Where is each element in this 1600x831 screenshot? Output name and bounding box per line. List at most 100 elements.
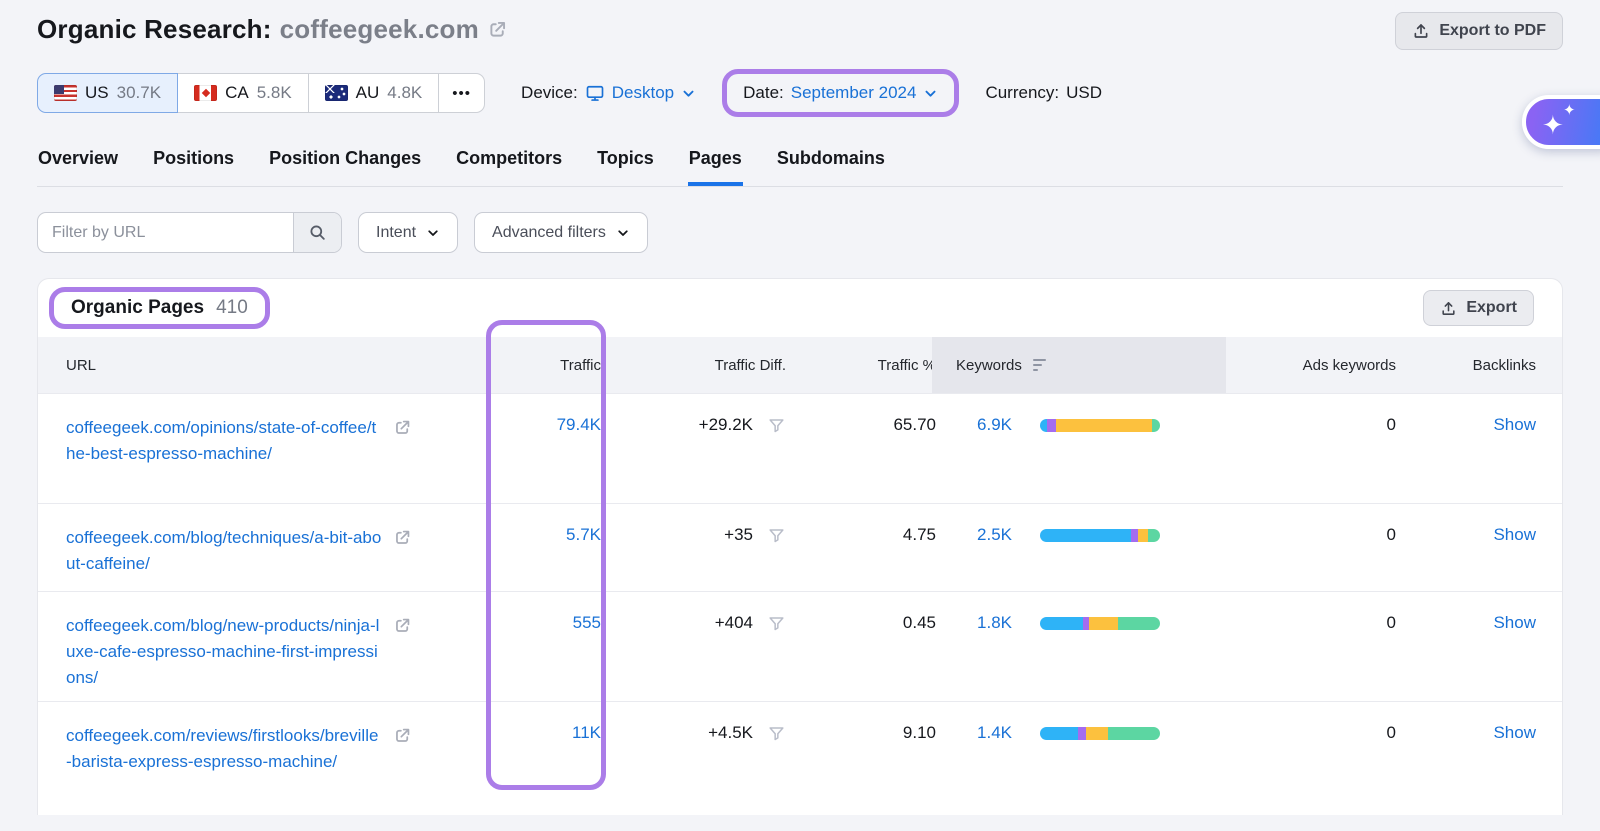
intent-distribution-bar[interactable]	[1040, 727, 1160, 740]
backlinks-show-link[interactable]: Show	[1493, 613, 1536, 632]
country-code: US	[85, 83, 109, 102]
upload-icon	[1440, 300, 1457, 317]
filter-funnel-icon[interactable]	[767, 416, 786, 435]
intent-segment-transactional	[1151, 419, 1160, 432]
column-header-traffic-diff[interactable]: Traffic Diff.	[714, 356, 786, 374]
export-to-pdf-label: Export to PDF	[1439, 22, 1546, 39]
traffic-diff-value: +29.2K	[698, 415, 753, 434]
url-filter-input[interactable]	[38, 213, 293, 252]
filter-funnel-icon[interactable]	[767, 614, 786, 633]
chevron-down-icon	[681, 86, 696, 101]
intent-distribution-bar[interactable]	[1040, 529, 1160, 542]
keywords-count[interactable]: 1.4K	[977, 723, 1012, 742]
traffic-pct-value: 0.45	[902, 613, 936, 632]
intent-distribution-bar[interactable]	[1040, 617, 1160, 630]
intent-segment-transactional	[1117, 617, 1160, 630]
filter-funnel-icon[interactable]	[767, 526, 786, 545]
intent-segment-informational	[1040, 529, 1132, 542]
intent-segment-commercial	[1089, 617, 1118, 630]
page-url-link[interactable]: coffeegeek.com/opinions/state-of-coffee/…	[66, 418, 377, 463]
date-label: Date:	[743, 83, 784, 102]
tab-pages[interactable]: Pages	[687, 142, 743, 186]
card-header: Organic Pages 410 Export	[38, 279, 1562, 337]
external-link-icon[interactable]	[487, 19, 508, 40]
export-button[interactable]: Export	[1423, 290, 1534, 326]
keywords-count[interactable]: 2.5K	[977, 525, 1012, 544]
traffic-value[interactable]: 5.7K	[566, 525, 601, 544]
backlinks-show-link[interactable]: Show	[1493, 525, 1536, 544]
tab-positions[interactable]: Positions	[153, 148, 235, 168]
intent-segment-informational	[1040, 727, 1079, 740]
tab-topics[interactable]: Topics	[597, 148, 654, 168]
currency-indicator: Currency: USD	[985, 83, 1102, 103]
monitor-icon	[585, 83, 605, 103]
country-tab-ca[interactable]: CA 5.8K	[178, 73, 309, 113]
more-countries-button[interactable]: •••	[439, 73, 486, 113]
advanced-filters-dropdown[interactable]: Advanced filters	[474, 212, 648, 253]
ads-keywords-value: 0	[1386, 525, 1396, 544]
intent-segment-informational	[1040, 617, 1084, 630]
page-url-link[interactable]: coffeegeek.com/blog/new-products/ninja-l…	[66, 616, 380, 687]
date-value: September 2024	[790, 83, 917, 102]
ads-keywords-value: 0	[1386, 613, 1396, 632]
keywords-count[interactable]: 1.8K	[977, 613, 1012, 632]
backlinks-show-link[interactable]: Show	[1493, 723, 1536, 742]
traffic-value[interactable]: 79.4K	[556, 415, 601, 434]
report-tabs: Overview Positions Position Changes Comp…	[37, 142, 1563, 187]
intent-distribution-bar[interactable]	[1040, 419, 1160, 432]
date-annotation-highlight: Date: September 2024	[722, 69, 960, 117]
url-filter	[37, 212, 342, 253]
traffic-diff-value: +404	[714, 613, 753, 632]
intent-segment-navigational	[1083, 617, 1090, 630]
traffic-value[interactable]: 11K	[572, 723, 601, 742]
page-url-link[interactable]: coffeegeek.com/blog/techniques/a-bit-abo…	[66, 528, 382, 573]
intent-segment-navigational	[1047, 419, 1056, 432]
organic-pages-card: Organic Pages 410 Export URL Traffic Tra…	[37, 278, 1563, 815]
filter-toolbar: Intent Advanced filters	[37, 212, 1563, 253]
search-icon	[308, 223, 327, 242]
external-link-icon[interactable]	[393, 616, 412, 690]
table-header-row: URL Traffic Traffic Diff. Traffic % Keyw…	[38, 337, 1562, 393]
tab-subdomains[interactable]: Subdomains	[776, 148, 885, 168]
external-link-icon[interactable]	[393, 418, 412, 467]
country-tab-au[interactable]: AU 4.8K	[308, 73, 440, 113]
filter-funnel-icon[interactable]	[767, 724, 786, 743]
external-link-icon[interactable]	[393, 726, 412, 775]
column-header-traffic-pct[interactable]: Traffic %	[877, 356, 936, 374]
intent-dropdown[interactable]: Intent	[358, 212, 459, 253]
intent-segment-commercial	[1085, 727, 1109, 740]
date-selector[interactable]: Date: September 2024	[743, 83, 938, 103]
intent-dropdown-label: Intent	[376, 223, 417, 241]
tab-position-changes[interactable]: Position Changes	[269, 148, 422, 168]
country-tab-us[interactable]: US 30.7K	[37, 73, 179, 113]
column-header-backlinks[interactable]: Backlinks	[1472, 356, 1536, 374]
chevron-down-icon	[616, 226, 630, 240]
ads-keywords-value: 0	[1386, 415, 1396, 434]
column-header-traffic[interactable]: Traffic	[560, 356, 601, 374]
keywords-count[interactable]: 6.9K	[977, 415, 1012, 434]
tab-competitors[interactable]: Competitors	[456, 148, 563, 168]
export-to-pdf-button[interactable]: Export to PDF	[1395, 12, 1563, 50]
intent-segment-informational	[1040, 419, 1048, 432]
tab-overview[interactable]: Overview	[38, 148, 119, 168]
table-row: coffeegeek.com/blog/techniques/a-bit-abo…	[38, 503, 1562, 591]
search-button[interactable]	[293, 213, 341, 252]
backlinks-show-link[interactable]: Show	[1493, 415, 1536, 434]
intent-segment-navigational	[1131, 529, 1139, 542]
currency-label: Currency:	[985, 83, 1060, 102]
column-header-url[interactable]: URL	[66, 356, 97, 374]
intent-segment-commercial	[1055, 419, 1152, 432]
device-value: Desktop	[611, 83, 675, 102]
traffic-value[interactable]: 555	[572, 613, 601, 632]
country-code: CA	[225, 83, 249, 102]
column-header-keywords[interactable]: Keywords	[932, 337, 1226, 393]
device-selector[interactable]: Device: Desktop	[521, 83, 696, 103]
export-label: Export	[1466, 299, 1517, 316]
page-url-link[interactable]: coffeegeek.com/reviews/firstlooks/brevil…	[66, 726, 379, 771]
table-row: coffeegeek.com/blog/new-products/ninja-l…	[38, 591, 1562, 701]
ai-assistant-button[interactable]: ✦ ✦	[1522, 95, 1600, 149]
column-header-ads-keywords[interactable]: Ads keywords	[1302, 356, 1396, 374]
country-tabs: US 30.7K CA 5.8K AU 4.8K •••	[37, 73, 486, 113]
external-link-icon[interactable]	[393, 528, 412, 577]
